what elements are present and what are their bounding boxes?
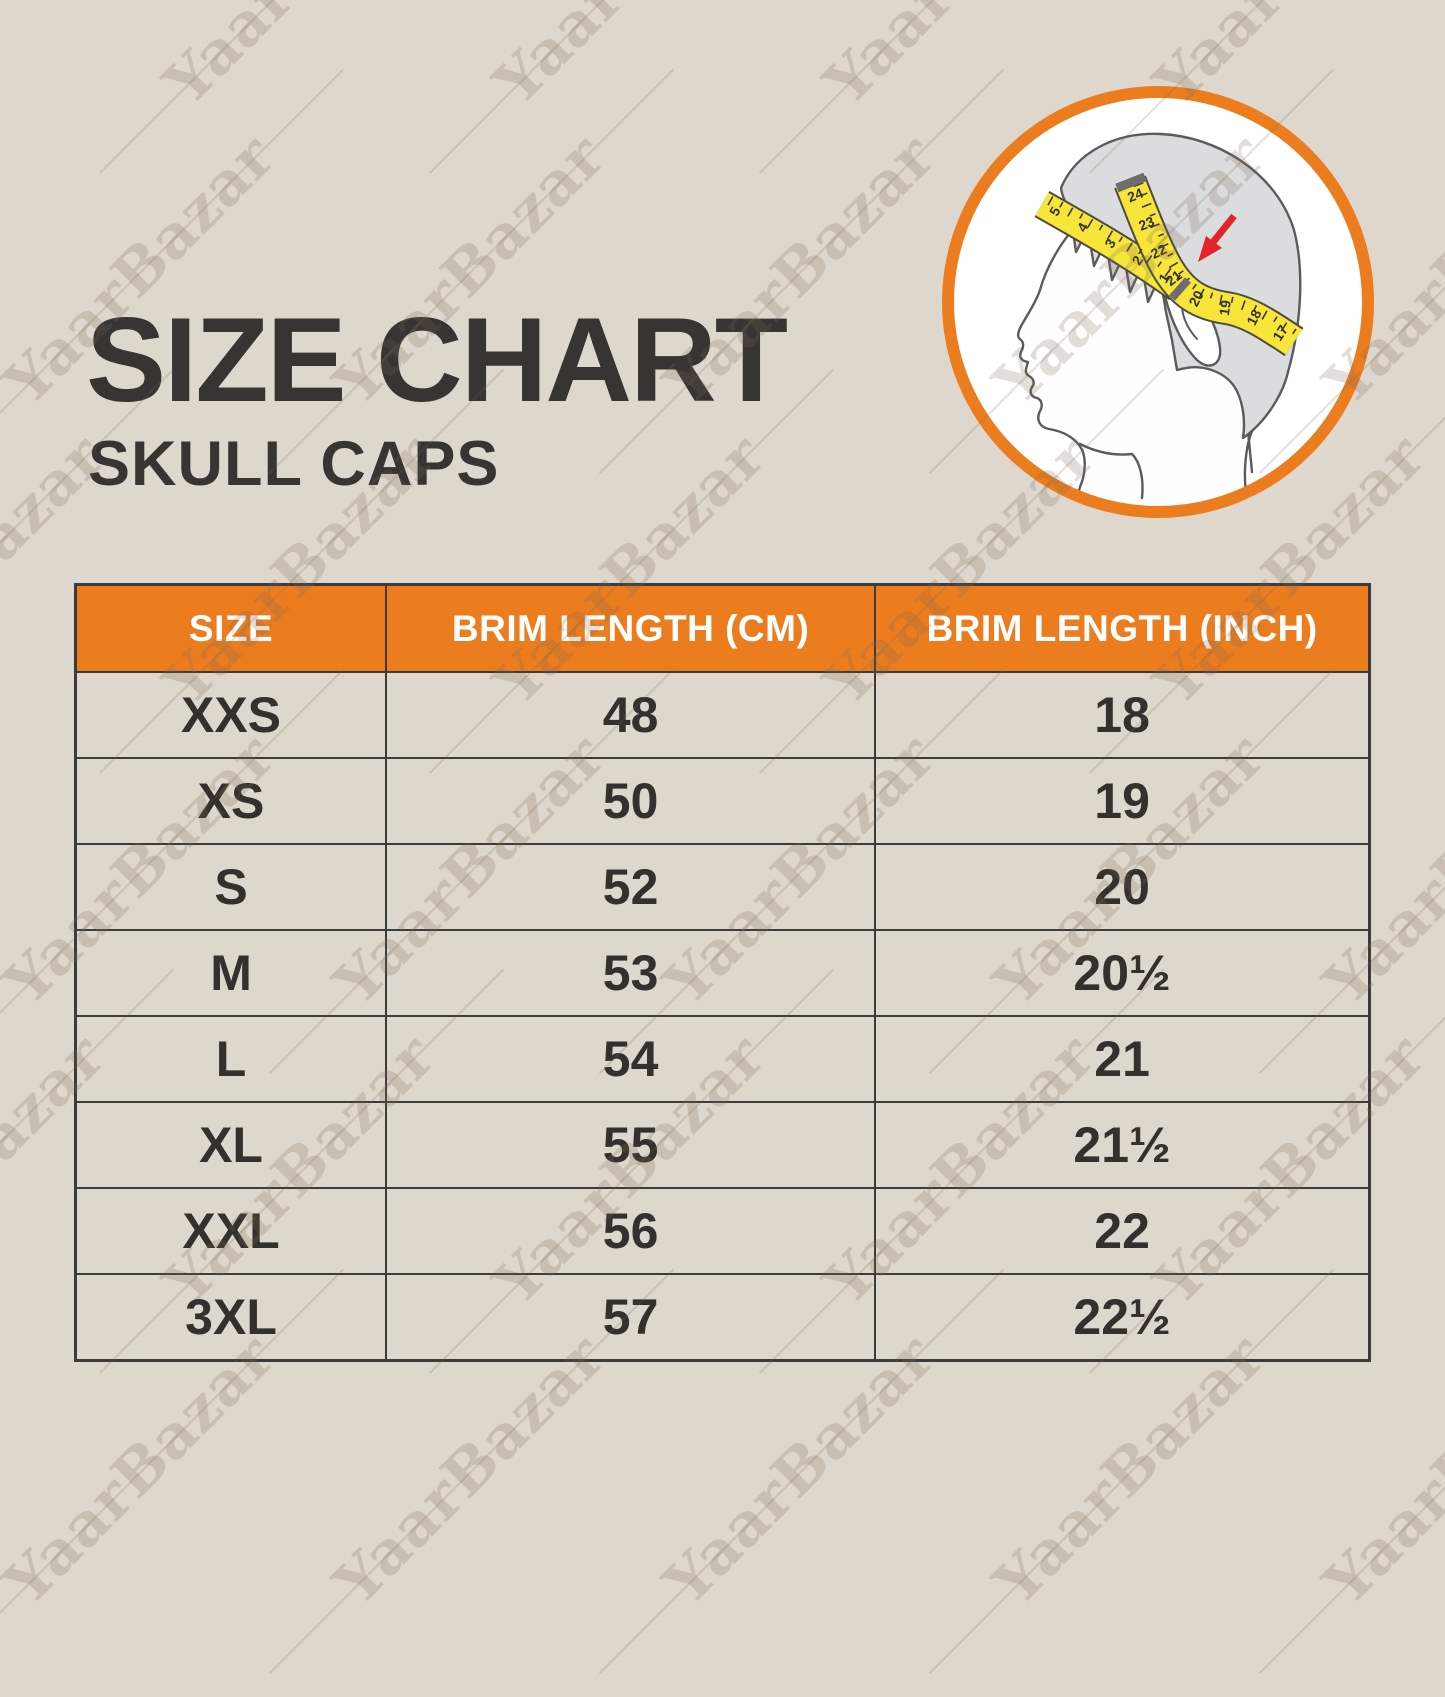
table-cell: 48 bbox=[385, 671, 877, 759]
red-arrow bbox=[1198, 213, 1237, 262]
svg-text:22: 22 bbox=[1148, 241, 1169, 262]
watermark-text: YaarBazar bbox=[481, 0, 778, 119]
watermark-text: YaarBazar bbox=[321, 1321, 619, 1619]
table-cell: 52 bbox=[385, 843, 877, 931]
svg-text:18: 18 bbox=[1243, 307, 1264, 328]
table-cell: 57 bbox=[385, 1273, 877, 1362]
watermark-text: YaarBazar bbox=[1311, 1321, 1445, 1618]
table-cell: 22½ bbox=[874, 1273, 1371, 1362]
table-cell: XXS bbox=[74, 671, 388, 759]
table-cell: 18 bbox=[874, 671, 1371, 759]
page-subtitle: SKULL CAPS bbox=[88, 428, 500, 499]
table-cell: 22 bbox=[874, 1187, 1371, 1275]
table-cell: 56 bbox=[385, 1187, 877, 1275]
page-title: SIZE CHART bbox=[86, 293, 788, 427]
tape-back-band-fill bbox=[1116, 176, 1303, 355]
table-cell: 55 bbox=[385, 1101, 877, 1189]
table-cell: 21 bbox=[874, 1015, 1371, 1103]
watermark-text: YaarBazar bbox=[981, 1321, 1279, 1619]
table-row: S 52 20 bbox=[74, 843, 1371, 931]
table-row: M 53 20½ bbox=[74, 929, 1371, 1017]
table-cell: XXL bbox=[74, 1187, 388, 1275]
svg-text:20: 20 bbox=[1185, 288, 1207, 310]
tape-end-cap-ear bbox=[1169, 277, 1191, 301]
svg-text:19: 19 bbox=[1216, 299, 1234, 317]
table-header-row: SIZE BRIM LENGTH (CM) BRIM LENGTH (INCH) bbox=[74, 583, 1371, 673]
table-cell: 54 bbox=[385, 1015, 877, 1103]
watermark-text: YaarBazar bbox=[151, 0, 448, 119]
svg-text:24: 24 bbox=[1125, 185, 1146, 206]
table-cell: 20½ bbox=[874, 929, 1371, 1017]
table-header-cell: SIZE bbox=[74, 583, 388, 673]
table-cell: 50 bbox=[385, 757, 877, 845]
table-body: XXS 48 18 XS 50 19 S 52 20 M 53 20½ L 54 21 XL 55 21½ XXL 5… bbox=[74, 671, 1371, 1362]
table-cell: 53 bbox=[385, 929, 877, 1017]
watermark-text: YaarBazar bbox=[0, 0, 119, 119]
table-row: XL 55 21½ bbox=[74, 1101, 1371, 1189]
table-row: 3XL 57 22½ bbox=[74, 1273, 1371, 1362]
table-row: L 54 21 bbox=[74, 1015, 1371, 1103]
svg-text:17: 17 bbox=[1269, 322, 1291, 344]
title-block: SIZE CHART SKULL CAPS bbox=[86, 293, 788, 499]
table-cell: XL bbox=[74, 1101, 388, 1189]
table-row: XXS 48 18 bbox=[74, 671, 1371, 759]
tape-end-cap-top bbox=[1115, 172, 1147, 193]
table-cell: S bbox=[74, 843, 388, 931]
table-cell: 20 bbox=[874, 843, 1371, 931]
table-cell: L bbox=[74, 1015, 388, 1103]
table-cell: 21½ bbox=[874, 1101, 1371, 1189]
table-cell: 19 bbox=[874, 757, 1371, 845]
table-cell: 3XL bbox=[74, 1273, 388, 1362]
neck-line bbox=[1078, 442, 1144, 500]
head-measurement-illustration: 5 4 3 2 1 24 23 22 21 20 19 18 17 bbox=[936, 80, 1380, 524]
size-table-container: SIZE BRIM LENGTH (CM) BRIM LENGTH (INCH) X… bbox=[74, 583, 1371, 1362]
table-row: XXL 56 22 bbox=[74, 1187, 1371, 1275]
table-cell: M bbox=[74, 929, 388, 1017]
svg-text:23: 23 bbox=[1136, 213, 1157, 234]
size-chart-page: { "page": { "background_color": "#ded7ce… bbox=[0, 0, 1445, 1445]
watermark-text: YaarBazar bbox=[0, 1321, 289, 1618]
table-header-cell: BRIM LENGTH (CM) bbox=[385, 583, 877, 673]
orange-ring bbox=[942, 86, 1374, 518]
watermark-text: YaarBazar bbox=[651, 1321, 949, 1619]
size-table: SIZE BRIM LENGTH (CM) BRIM LENGTH (INCH) X… bbox=[74, 583, 1371, 1362]
table-header-cell: BRIM LENGTH (INCH) bbox=[874, 583, 1371, 673]
table-cell: XS bbox=[74, 757, 388, 845]
table-row: XS 50 19 bbox=[74, 757, 1371, 845]
